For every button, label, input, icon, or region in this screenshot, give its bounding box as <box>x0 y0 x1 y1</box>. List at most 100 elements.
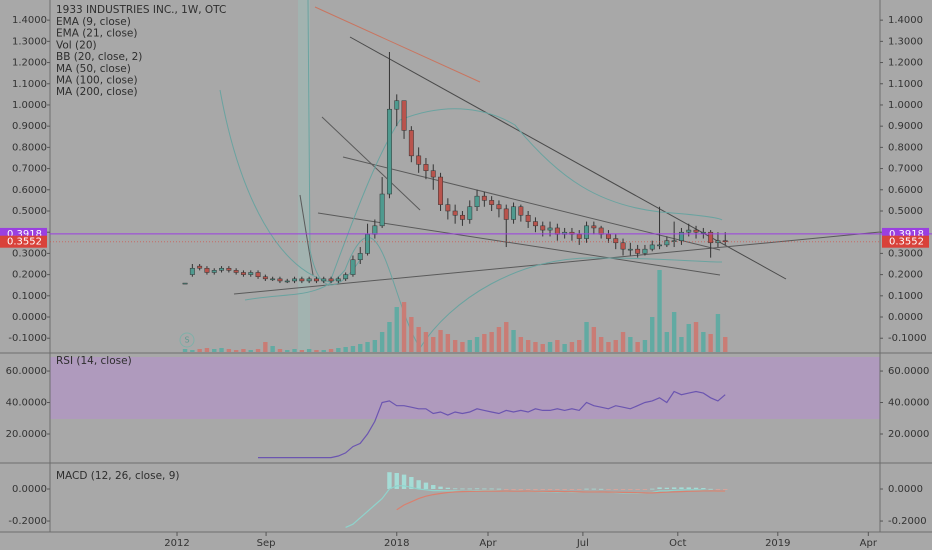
price-tag-label: 0.3918 <box>7 229 42 240</box>
candle-body <box>649 244 655 250</box>
candle-body <box>496 204 502 210</box>
volume-bar <box>460 342 465 352</box>
candle-body <box>518 206 524 216</box>
volume-bar <box>292 349 297 352</box>
volume-bar <box>277 349 283 352</box>
candle-body <box>226 267 232 271</box>
candle-body <box>189 267 195 275</box>
macd-histogram-bar <box>496 488 502 490</box>
y-tick-label: 0.3000 <box>12 248 47 259</box>
price-tag-label: 0.3918 <box>889 229 924 240</box>
volume-bar <box>452 340 458 352</box>
macd-histogram-bar <box>598 488 604 490</box>
macd-histogram-bar <box>540 489 545 490</box>
macd-histogram-bar <box>504 489 509 490</box>
y-tick-label: 0.0000 <box>888 312 923 323</box>
macd-histogram-bar <box>555 489 560 490</box>
y-tick-label: 0.5000 <box>888 206 923 217</box>
y-tick-label: 0.1000 <box>888 291 923 302</box>
macd-histogram-bar <box>723 489 728 490</box>
candle-body <box>299 278 305 282</box>
macd-histogram-bar <box>482 488 487 490</box>
candle-body <box>715 240 721 244</box>
volume-bar <box>518 337 524 352</box>
macd-histogram-bar <box>438 486 443 490</box>
volume-bar <box>321 350 326 352</box>
rsi-label: RSI (14, close) <box>56 355 132 367</box>
candle-body <box>233 270 239 273</box>
split-marker-icon[interactable] <box>179 332 195 348</box>
volume-bar <box>664 332 670 352</box>
candle-body <box>481 195 487 201</box>
volume-bar <box>650 317 655 352</box>
volume-bar <box>255 349 261 352</box>
macd-histogram-bar <box>635 489 640 490</box>
candle-body <box>445 204 451 212</box>
candle-body <box>438 176 443 205</box>
x-tick-label: Jul <box>576 538 589 549</box>
macd-histogram-bar <box>460 488 465 490</box>
volume-bar <box>606 342 611 352</box>
y-tick-label: 0.1000 <box>12 291 47 302</box>
volume-bar <box>504 322 509 352</box>
volume-bar <box>358 344 363 352</box>
candle-body <box>270 278 276 281</box>
volume-bar <box>671 312 677 352</box>
macd-histogram-bar <box>686 487 691 490</box>
volume-bar <box>204 348 210 352</box>
trend-line <box>233 231 881 295</box>
y-tick-label: -0.1000 <box>8 333 47 344</box>
macd-histogram-bar <box>525 489 531 490</box>
candle-body <box>657 244 662 247</box>
volume-bar <box>233 350 239 352</box>
macd-histogram-bar <box>650 488 655 490</box>
y-tick-label: 1.2000 <box>888 58 923 69</box>
volume-bar <box>613 340 618 352</box>
price-tag <box>882 235 929 248</box>
volume-bar <box>701 332 706 352</box>
candle-body <box>540 225 546 231</box>
candle-body <box>700 231 706 234</box>
volume-bar <box>401 302 407 352</box>
macd-histogram-bar <box>445 487 451 490</box>
volume-bar <box>190 350 195 352</box>
y-tick-label: 0.0000 <box>12 484 47 495</box>
volume-bar <box>620 332 626 352</box>
candle-body <box>620 242 626 250</box>
y-tick-label: 0.7000 <box>12 164 47 175</box>
candle-body <box>459 214 465 220</box>
candle-body <box>474 195 480 207</box>
macd-histogram-bar <box>467 488 472 490</box>
candle-body <box>613 238 619 244</box>
legend-entry: MA (50, close) <box>56 63 131 75</box>
volume-bar <box>182 349 188 352</box>
volume-bar <box>598 337 604 352</box>
volume-bar <box>350 346 356 352</box>
candle-body <box>306 278 312 282</box>
split-marker[interactable]: S <box>184 336 189 345</box>
trend-line <box>349 36 787 280</box>
candle-body <box>365 234 370 254</box>
candle-body <box>335 278 341 282</box>
macd-histogram-bar <box>664 487 670 490</box>
trend-line <box>342 156 721 251</box>
macd-histogram-bar <box>715 489 721 490</box>
volume-bar <box>416 327 421 352</box>
candle-body <box>416 155 422 165</box>
volume-bar <box>270 346 275 352</box>
volume-bar <box>511 330 516 352</box>
y-tick-label: -0.2000 <box>888 516 927 527</box>
volume-bar <box>584 322 589 352</box>
y-tick-label: 0.3000 <box>888 248 923 259</box>
volume-bar <box>212 349 217 352</box>
macd-histogram-bar <box>584 488 589 490</box>
candle-body <box>693 229 699 233</box>
macd-histogram-bar <box>533 489 538 490</box>
x-tick-label: Apr <box>860 538 878 549</box>
legend-entry: MA (200, close) <box>56 86 138 98</box>
rsi-line <box>258 390 726 459</box>
volume-bar <box>628 337 633 352</box>
candle-body <box>313 278 319 282</box>
candle-body <box>503 208 509 220</box>
